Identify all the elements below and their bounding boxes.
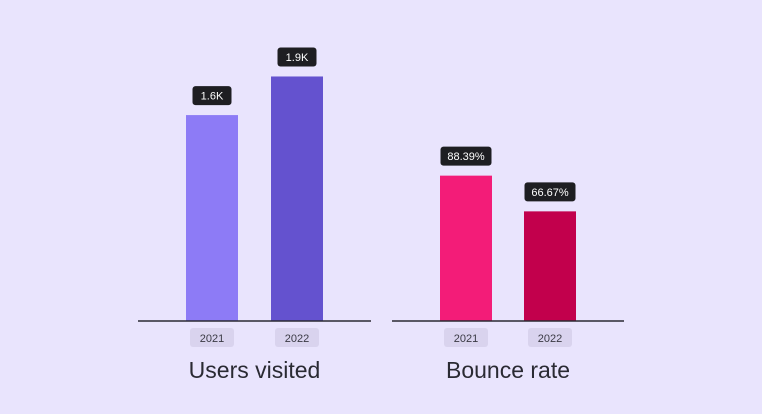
users-visited-data-label-bg-2021 [192,86,232,106]
users-visited-tick-bg-2022 [275,328,319,347]
users-visited-data-label-2022: 1.9K [286,52,309,64]
users-visited-data-label-2021: 1.6K [201,91,224,103]
bounce-rate-data-label-bg-2022 [524,182,576,202]
users-visited-tick-label-2021: 2021 [200,333,224,345]
bounce-rate-data-label-bg-2021 [440,146,492,166]
bounce-rate-chart-title: Bounce rate [445,357,571,383]
users-visited-tick-bg-2021 [190,328,234,347]
bounce-rate-chart: 88.39% 2021 66.67% 2022 [392,146,624,347]
users-visited-data-label-bg-2022 [277,47,317,67]
users-visited-bar-2021 [186,115,238,321]
users-visited-chart-title: Users visited [188,357,321,383]
users-visited-chart: 1.6K 2021 1.9K 2022 [138,47,371,347]
users-visited-bar-2022 [271,76,323,321]
users-visited-tick-label-2022: 2022 [285,333,309,345]
bounce-rate-data-label-2022: 66.67% [531,187,569,199]
bounce-rate-bar-2021 [440,175,492,321]
bounce-rate-bar-2022 [524,211,576,321]
bounce-rate-tick-label-2022: 2022 [538,333,562,345]
bounce-rate-tick-label-2021: 2021 [454,333,478,345]
bounce-rate-tick-bg-2021 [444,328,488,347]
bounce-rate-tick-bg-2022 [528,328,572,347]
bounce-rate-data-label-2021: 88.39% [447,151,485,163]
